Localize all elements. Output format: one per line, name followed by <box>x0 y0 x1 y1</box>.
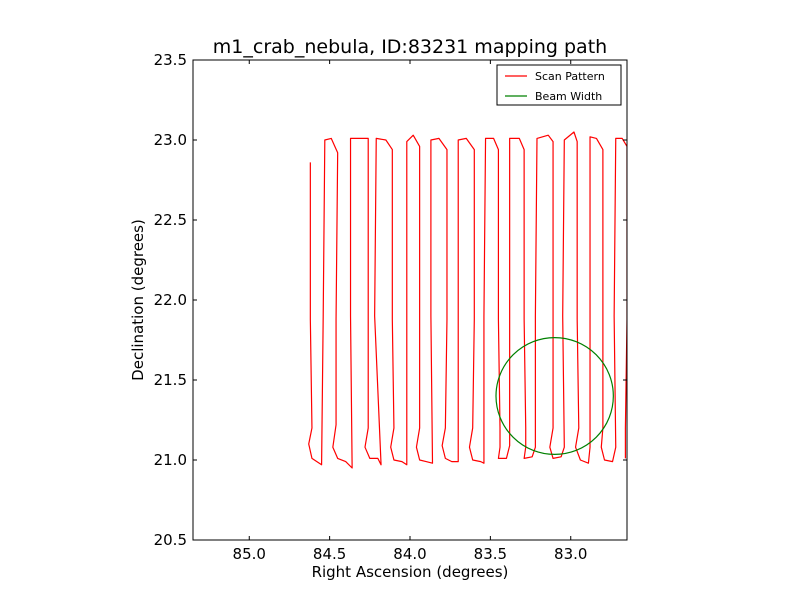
legend: Scan Pattern Beam Width <box>496 64 622 106</box>
x-tick-label: 83.0 <box>554 545 587 563</box>
x-tick-label: 83.5 <box>474 545 507 563</box>
x-tick-label: 84.5 <box>313 545 346 563</box>
x-tick-label: 85.0 <box>233 545 266 563</box>
y-tick-label: 23.5 <box>154 51 187 69</box>
y-tick-label: 20.5 <box>154 531 187 549</box>
legend-beam-width-label: Beam Width <box>535 90 602 103</box>
beam-width-circle <box>495 337 614 456</box>
y-axis-label: Declination (degrees) <box>129 219 147 381</box>
legend-box <box>496 64 622 106</box>
plot-area <box>308 131 627 469</box>
y-tick-label: 22.5 <box>154 211 187 229</box>
axis-ticks: 85.0 84.5 84.0 83.5 83.0 20.5 21.0 21.5 22.0 22.5… <box>154 51 627 563</box>
y-tick-label: 22.0 <box>154 291 187 309</box>
y-tick-label: 21.0 <box>154 451 187 469</box>
chart-title: m1_crab_nebula, ID:83231 mapping path <box>213 36 607 58</box>
scan-pattern-line <box>308 131 627 469</box>
y-tick-label: 23.0 <box>154 131 187 149</box>
y-tick-label: 21.5 <box>154 371 187 389</box>
legend-scan-pattern-label: Scan Pattern <box>535 70 605 83</box>
x-axis-label: Right Ascension (degrees) <box>312 563 509 581</box>
x-tick-label: 84.0 <box>393 545 426 563</box>
